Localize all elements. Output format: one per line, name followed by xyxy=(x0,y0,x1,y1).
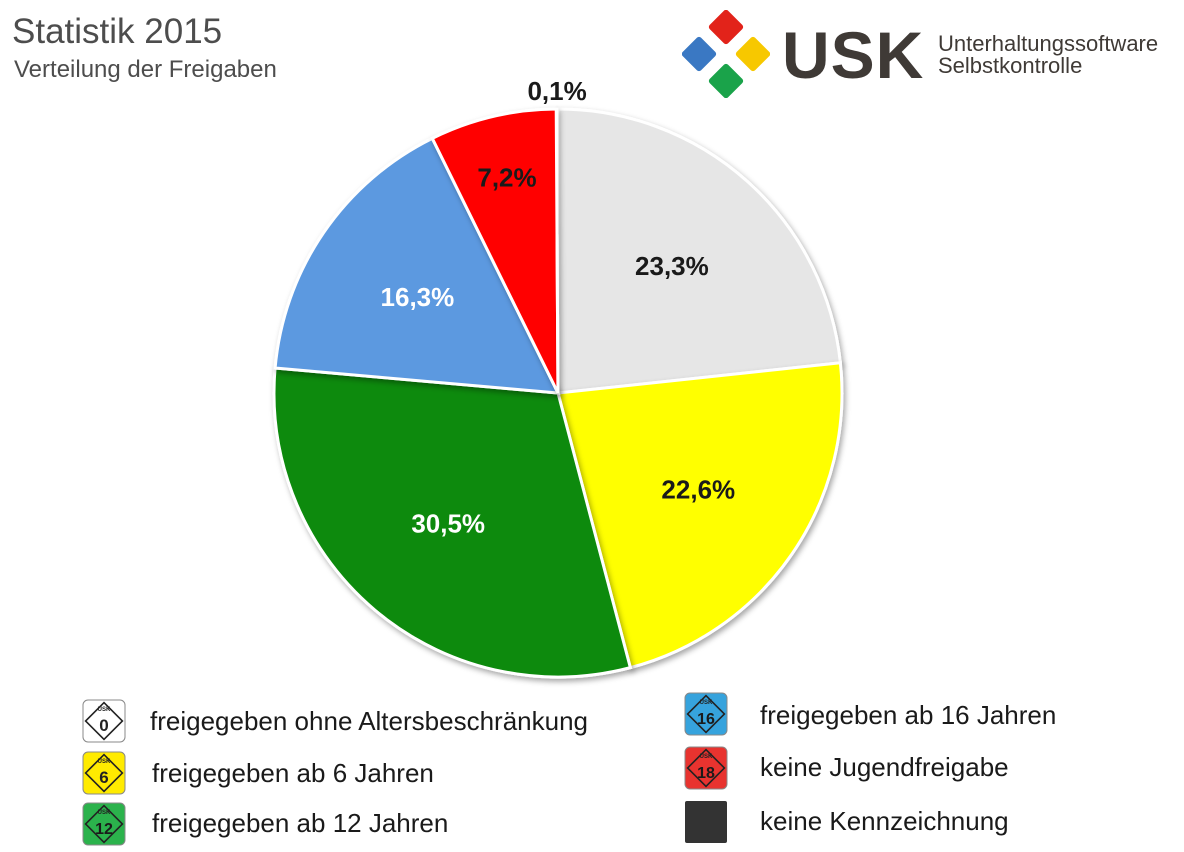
chart-title: Statistik 2015 xyxy=(12,12,223,51)
legend-label: keine Kennzeichnung xyxy=(760,806,1009,836)
logo-diamond-bottom xyxy=(708,63,744,98)
logo-diamond-left xyxy=(682,36,717,72)
svg-text:0: 0 xyxy=(99,716,108,735)
pie-slice-usk-18 xyxy=(430,107,560,394)
usk-12-badge-icon: USK 12 xyxy=(81,801,127,847)
pie-slice-usk-6 xyxy=(556,361,844,670)
svg-text:6: 6 xyxy=(99,768,108,787)
svg-text:USK: USK xyxy=(98,810,111,816)
no-rating-square-icon xyxy=(683,799,729,845)
usk-16-badge-icon: USK 16 xyxy=(683,691,729,737)
usk-0-badge-icon: USK 0 xyxy=(81,698,127,744)
svg-text:USK: USK xyxy=(98,759,111,765)
legend-label: keine Jugendfreigabe xyxy=(760,752,1009,782)
pie-label-unrated: 0,1% xyxy=(527,76,586,106)
pie-slice-usk-16 xyxy=(273,136,561,395)
usk-6-badge-icon: USK 6 xyxy=(81,750,127,796)
pie-label-usk-12: 30,5% xyxy=(411,508,485,538)
svg-text:12: 12 xyxy=(95,821,113,838)
svg-text:USK: USK xyxy=(700,700,713,706)
svg-text:18: 18 xyxy=(697,765,715,782)
legend-label: freigegeben ohne Altersbeschränkung xyxy=(150,706,588,736)
pie-label-usk-18: 7,2% xyxy=(477,162,536,192)
logo-diamond-right xyxy=(735,36,770,72)
usk-logo-mark-icon xyxy=(682,10,770,98)
logo-abbreviation: USK xyxy=(782,18,925,92)
usk-18-badge-icon: USK 18 xyxy=(683,745,729,791)
legend-label: freigegeben ab 12 Jahren xyxy=(152,808,449,838)
logo-text-line-2: Selbstkontrolle xyxy=(938,53,1083,78)
svg-text:USK: USK xyxy=(98,707,111,713)
svg-text:USK: USK xyxy=(700,754,713,760)
pie-slice-usk-12 xyxy=(272,366,633,679)
chart-subtitle: Verteilung der Freigaben xyxy=(14,56,277,83)
legend-label: freigegeben ab 16 Jahren xyxy=(760,700,1057,730)
legend-label: freigegeben ab 6 Jahren xyxy=(152,758,434,788)
logo-diamond-top xyxy=(708,10,744,45)
pie-slice-unrated xyxy=(554,107,560,394)
pie-label-usk-0: 23,3% xyxy=(635,251,709,281)
pie-label-usk-6: 22,6% xyxy=(661,475,735,505)
usk-logo: USK Unterhaltungssoftware Selbstkontroll… xyxy=(682,10,1182,100)
pie-label-usk-16: 16,3% xyxy=(381,282,455,312)
svg-text:16: 16 xyxy=(697,711,715,728)
pie-slice-usk-0 xyxy=(556,107,843,395)
logo-text-line-1: Unterhaltungssoftware xyxy=(938,31,1159,56)
